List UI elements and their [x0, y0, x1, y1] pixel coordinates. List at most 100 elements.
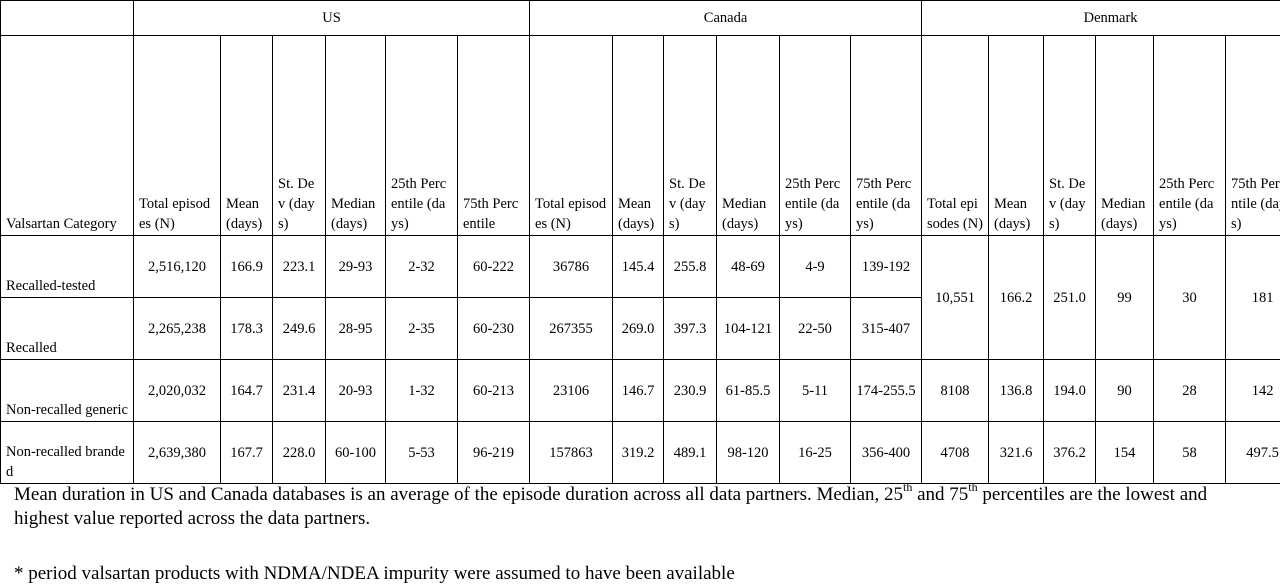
table-row-recalled: Recalled 2,265,238 178.3 249.6 28-95 2-3…	[0, 297, 1280, 360]
footnote-text: percentiles are the lowest and highest v…	[14, 484, 1208, 529]
denmark-median-header: Median (days)	[1095, 35, 1155, 236]
us-p75-header: 75th Percentile	[456, 35, 531, 236]
denmark-cell: 194.0	[1043, 359, 1097, 422]
us-cell: 228.0	[272, 421, 326, 484]
us-cell: 2,265,238	[133, 297, 221, 360]
us-cell: 28-95	[325, 297, 386, 360]
us-total-episodes-header: Total episodes (N)	[133, 35, 221, 236]
us-cell: 223.1	[272, 235, 326, 298]
us-cell: 5-53	[385, 421, 458, 484]
valsartan-duration-table: US Canada Denmark Valsartan Category Tot…	[0, 0, 1280, 484]
us-cell: 164.7	[220, 359, 273, 422]
denmark-recalled-cell: 10,551	[921, 235, 990, 360]
us-cell: 60-213	[456, 359, 531, 422]
denmark-cell: 376.2	[1043, 421, 1097, 484]
us-cell: 2-35	[385, 297, 458, 360]
us-cell: 2,516,120	[133, 235, 221, 298]
canada-stdev-header: St. Dev (days)	[663, 35, 718, 236]
us-cell: 29-93	[325, 235, 386, 298]
us-cell: 2,639,380	[133, 421, 221, 484]
denmark-cell: 90	[1095, 359, 1155, 422]
denmark-stdev-header: St. Dev (days)	[1043, 35, 1097, 236]
canada-cell: 48-69	[716, 235, 781, 298]
denmark-total-episodes-header: Total episodes (N)	[921, 35, 990, 236]
footnote-text: and 75	[912, 484, 969, 505]
us-cell: 166.9	[220, 235, 273, 298]
category-cell: Recalled	[0, 297, 134, 360]
canada-p25-header: 25th Percentile (days)	[779, 35, 852, 236]
category-cell: Non-recalled branded	[0, 421, 134, 484]
canada-cell: 157863	[529, 421, 614, 484]
canada-cell: 174-255.5	[850, 359, 923, 422]
canada-cell: 230.9	[663, 359, 718, 422]
canada-cell: 315-407	[850, 297, 923, 360]
denmark-cell: 321.6	[988, 421, 1045, 484]
category-cell: Recalled-tested	[0, 235, 134, 298]
canada-cell: 319.2	[612, 421, 665, 484]
denmark-recalled-cell: 166.2	[988, 235, 1045, 360]
footnote-period: * period valsartan products with NDMA/ND…	[14, 563, 735, 584]
canada-cell: 269.0	[612, 297, 665, 360]
denmark-p75-header: 75th Percentile (days)	[1225, 35, 1280, 236]
denmark-cell: 8108	[921, 359, 990, 422]
canada-cell: 146.7	[612, 359, 665, 422]
country-header-row: US Canada Denmark	[0, 0, 1280, 36]
corner-cell	[0, 0, 134, 36]
table-row-non-recalled-branded: Non-recalled branded 2,639,380 167.7 228…	[0, 421, 1280, 484]
us-cell: 60-100	[325, 421, 386, 484]
table-row-non-recalled-generic: Non-recalled generic 2,020,032 164.7 231…	[0, 359, 1280, 422]
canada-cell: 36786	[529, 235, 614, 298]
canada-cell: 61-85.5	[716, 359, 781, 422]
canada-cell: 23106	[529, 359, 614, 422]
denmark-cell: 136.8	[988, 359, 1045, 422]
canada-cell: 145.4	[612, 235, 665, 298]
canada-cell: 104-121	[716, 297, 781, 360]
denmark-cell: 58	[1153, 421, 1227, 484]
us-p25-header: 25th Percentile (days)	[385, 35, 458, 236]
denmark-p25-header: 25th Percentile (days)	[1153, 35, 1227, 236]
canada-cell: 16-25	[779, 421, 852, 484]
canada-cell: 4-9	[779, 235, 852, 298]
us-cell: 249.6	[272, 297, 326, 360]
country-header-us: US	[132, 0, 531, 36]
canada-cell: 255.8	[663, 235, 718, 298]
denmark-recalled-cell: 251.0	[1043, 235, 1097, 360]
us-cell: 2,020,032	[133, 359, 221, 422]
table-row-recalled-tested: Recalled-tested 2,516,120 166.9 223.1 29…	[0, 235, 1280, 360]
canada-cell: 356-400	[850, 421, 923, 484]
us-mean-header: Mean (days)	[220, 35, 273, 236]
footnote-text: Mean duration in US and Canada databases…	[14, 484, 904, 505]
us-stdev-header: St. Dev (days)	[272, 35, 326, 236]
category-header: Valsartan Category	[0, 35, 134, 236]
superscript-th: th	[903, 479, 913, 494]
denmark-cell: 154	[1095, 421, 1155, 484]
us-cell: 2-32	[385, 235, 458, 298]
denmark-recalled-cell: 99	[1095, 235, 1155, 360]
denmark-cell: 4708	[921, 421, 990, 484]
canada-median-header: Median (days)	[716, 35, 781, 236]
category-cell: Non-recalled generic	[0, 359, 134, 422]
canada-cell: 397.3	[663, 297, 718, 360]
canada-mean-header: Mean (days)	[612, 35, 665, 236]
footnote-methods: Mean duration in US and Canada databases…	[14, 479, 1264, 531]
superscript-th: th	[968, 479, 978, 494]
denmark-mean-header: Mean (days)	[988, 35, 1045, 236]
country-header-denmark: Denmark	[921, 0, 1280, 36]
us-cell: 20-93	[325, 359, 386, 422]
canada-p75-header: 75th Percentile (days)	[850, 35, 923, 236]
canada-cell: 5-11	[779, 359, 852, 422]
denmark-cell: 28	[1153, 359, 1227, 422]
canada-cell: 98-120	[716, 421, 781, 484]
us-median-header: Median (days)	[325, 35, 386, 236]
denmark-recalled-cell: 181	[1225, 235, 1280, 360]
country-header-canada: Canada	[529, 0, 923, 36]
us-cell: 60-230	[456, 297, 531, 360]
us-cell: 167.7	[220, 421, 273, 484]
us-cell: 231.4	[272, 359, 326, 422]
us-cell: 96-219	[456, 421, 531, 484]
denmark-cell: 142	[1225, 359, 1280, 422]
us-cell: 60-222	[456, 235, 531, 298]
canada-cell: 267355	[529, 297, 614, 360]
canada-cell: 489.1	[663, 421, 718, 484]
